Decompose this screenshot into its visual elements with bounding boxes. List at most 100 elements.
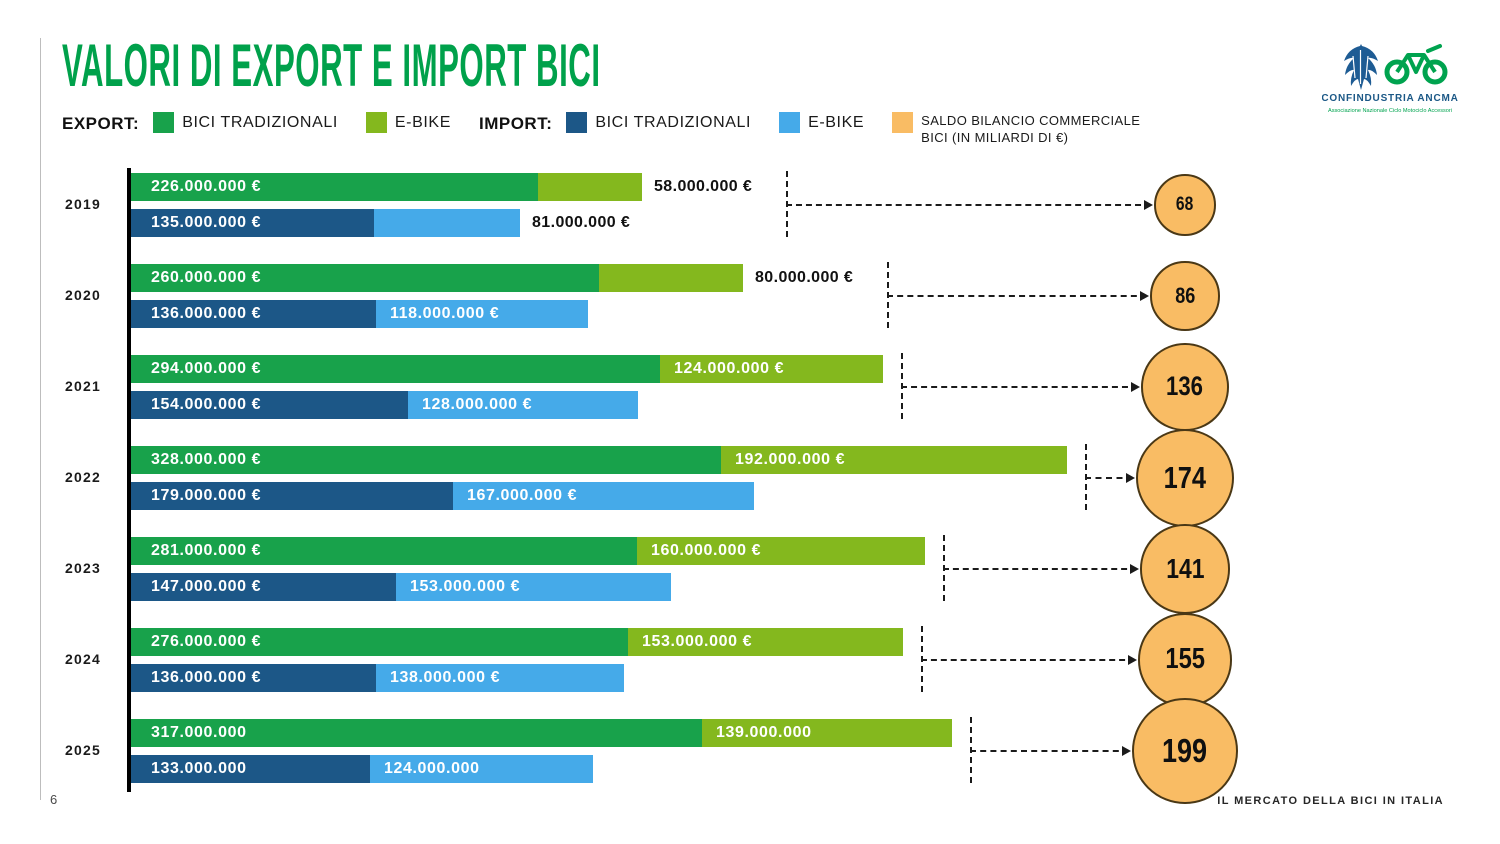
bar-value-label: 154.000.000 € [151,396,262,413]
saldo-circle: 199 [1132,698,1238,804]
saldo-value: 141 [1165,552,1205,584]
legend-item-export-ebike: E-BIKE [365,112,451,133]
legend-saldo-label: SALDO BILANCIO COMMERCIALE BICI (IN MILI… [921,112,1140,146]
saldo-circle: 136 [1141,343,1229,431]
export-ebike-segment: 139.000.000 [702,719,952,747]
import-ebike-segment: 118.000.000 € [376,300,588,328]
saldo-value: 68 [1176,193,1194,215]
bar-value-label: 276.000.000 € [151,633,262,650]
saldo-value: 155 [1165,643,1205,676]
bar-value-label: 139.000.000 [716,724,812,741]
year-label: 2025 [65,742,101,758]
legend-saldo-line1: SALDO BILANCIO COMMERCIALE [921,113,1141,128]
import-ebike-segment: 153.000.000 € [396,573,671,601]
legend-saldo-line2: BICI (IN MILIARDI DI €) [921,130,1069,145]
legend-item-import-ebike: E-BIKE [779,112,864,133]
eagle-icon [1344,44,1378,90]
export-bar: 317.000.000 139.000.000 [131,719,952,747]
bar-value-label: 153.000.000 € [642,633,753,650]
bar-value-label: 118.000.000 € [390,305,500,322]
import-traditional-segment: 136.000.000 € [131,664,376,692]
bicycle-icon [1384,44,1448,85]
bar-value-label: 124.000.000 € [674,360,785,377]
year-label: 2024 [65,651,101,667]
export-bar: 281.000.000 € 160.000.000 € [131,537,925,565]
connector-arrow [921,655,1138,665]
connector-arrow [786,200,1154,210]
saldo-value: 86 [1174,282,1196,308]
saldo-value: 174 [1163,459,1207,495]
import-traditional-swatch [566,112,588,133]
legend-label: BICI TRADIZIONALI [182,114,338,131]
legend-export-header: EXPORT: [62,114,140,133]
export-traditional-swatch [153,112,175,133]
bar-value-label: 192.000.000 € [735,451,846,468]
bar-value-label: 135.000.000 € [151,214,262,231]
bar-value-label: 294.000.000 € [151,360,262,377]
bar-value-label-outside: 81.000.000 € [532,214,631,231]
bar-value-label: 136.000.000 € [151,305,262,322]
import-bar: 133.000.000 124.000.000 [131,755,593,783]
bar-value-label: 179.000.000 € [151,487,262,504]
arrow-head-icon [1122,746,1132,756]
export-traditional-segment: 317.000.000 [131,719,702,747]
export-ebike-segment [538,173,642,201]
logo-org-text: CONFINDUSTRIA ANCMA [1322,93,1458,104]
left-rule [40,38,41,800]
bar-value-label: 147.000.000 € [151,578,262,595]
legend: EXPORT: BICI TRADIZIONALI E-BIKE IMPORT:… [62,112,1140,146]
connector-arrow [1085,473,1135,483]
saldo-swatch [892,112,914,133]
import-traditional-segment: 179.000.000 € [131,482,453,510]
footer-title: IL MERCATO DELLA BICI IN ITALIA [1217,795,1444,807]
export-traditional-segment: 260.000.000 € [131,264,599,292]
saldo-circle: 86 [1150,261,1220,331]
export-ebike-segment [599,264,743,292]
saldo-circle: 174 [1135,428,1235,528]
saldo-value: 136 [1166,371,1204,402]
import-bar: 147.000.000 € 153.000.000 € [131,573,671,601]
import-bar: 154.000.000 € 128.000.000 € [131,391,638,419]
year-label: 2023 [65,560,101,576]
legend-label: E-BIKE [808,114,865,131]
export-bar: 226.000.000 € [131,173,642,201]
slide-title: VALORI DI EXPORT E IMPORT BICI [62,32,601,99]
bar-value-label: 138.000.000 € [390,669,501,686]
import-ebike-segment: 128.000.000 € [408,391,638,419]
legend-import-header: IMPORT: [478,114,553,133]
bar-value-label: 317.000.000 [151,724,247,741]
saldo-circle: 155 [1138,613,1232,707]
import-ebike-swatch [779,112,801,133]
connector-arrow [970,746,1132,756]
bar-value-label: 133.000.000 [151,760,247,777]
export-bar: 294.000.000 € 124.000.000 € [131,355,883,383]
arrow-head-icon [1131,382,1141,392]
year-label: 2021 [65,378,101,394]
export-ebike-segment: 153.000.000 € [628,628,903,656]
export-ebike-segment: 124.000.000 € [660,355,883,383]
export-traditional-segment: 226.000.000 € [131,173,538,201]
import-bar: 135.000.000 € [131,209,520,237]
import-bar: 179.000.000 € 167.000.000 € [131,482,754,510]
bar-value-label: 260.000.000 € [151,269,262,286]
bar-value-label-outside: 80.000.000 € [755,269,854,286]
bar-value-label-outside: 58.000.000 € [654,178,753,195]
connector-arrow [901,382,1141,392]
year-label: 2022 [65,469,101,485]
arrow-head-icon [1140,291,1150,301]
import-bar: 136.000.000 € 138.000.000 € [131,664,624,692]
saldo-circle: 68 [1154,174,1216,236]
import-traditional-segment: 136.000.000 € [131,300,376,328]
year-label: 2019 [65,196,101,212]
export-traditional-segment: 276.000.000 € [131,628,628,656]
page-number: 6 [50,792,58,807]
legend-label: E-BIKE [394,114,451,131]
company-logo: CONFINDUSTRIA ANCMA Associazione Naziona… [1321,42,1458,118]
export-ebike-segment: 192.000.000 € [721,446,1067,474]
arrow-head-icon [1130,564,1140,574]
import-traditional-segment: 147.000.000 € [131,573,396,601]
import-ebike-segment [374,209,520,237]
bar-value-label: 160.000.000 € [651,542,762,559]
